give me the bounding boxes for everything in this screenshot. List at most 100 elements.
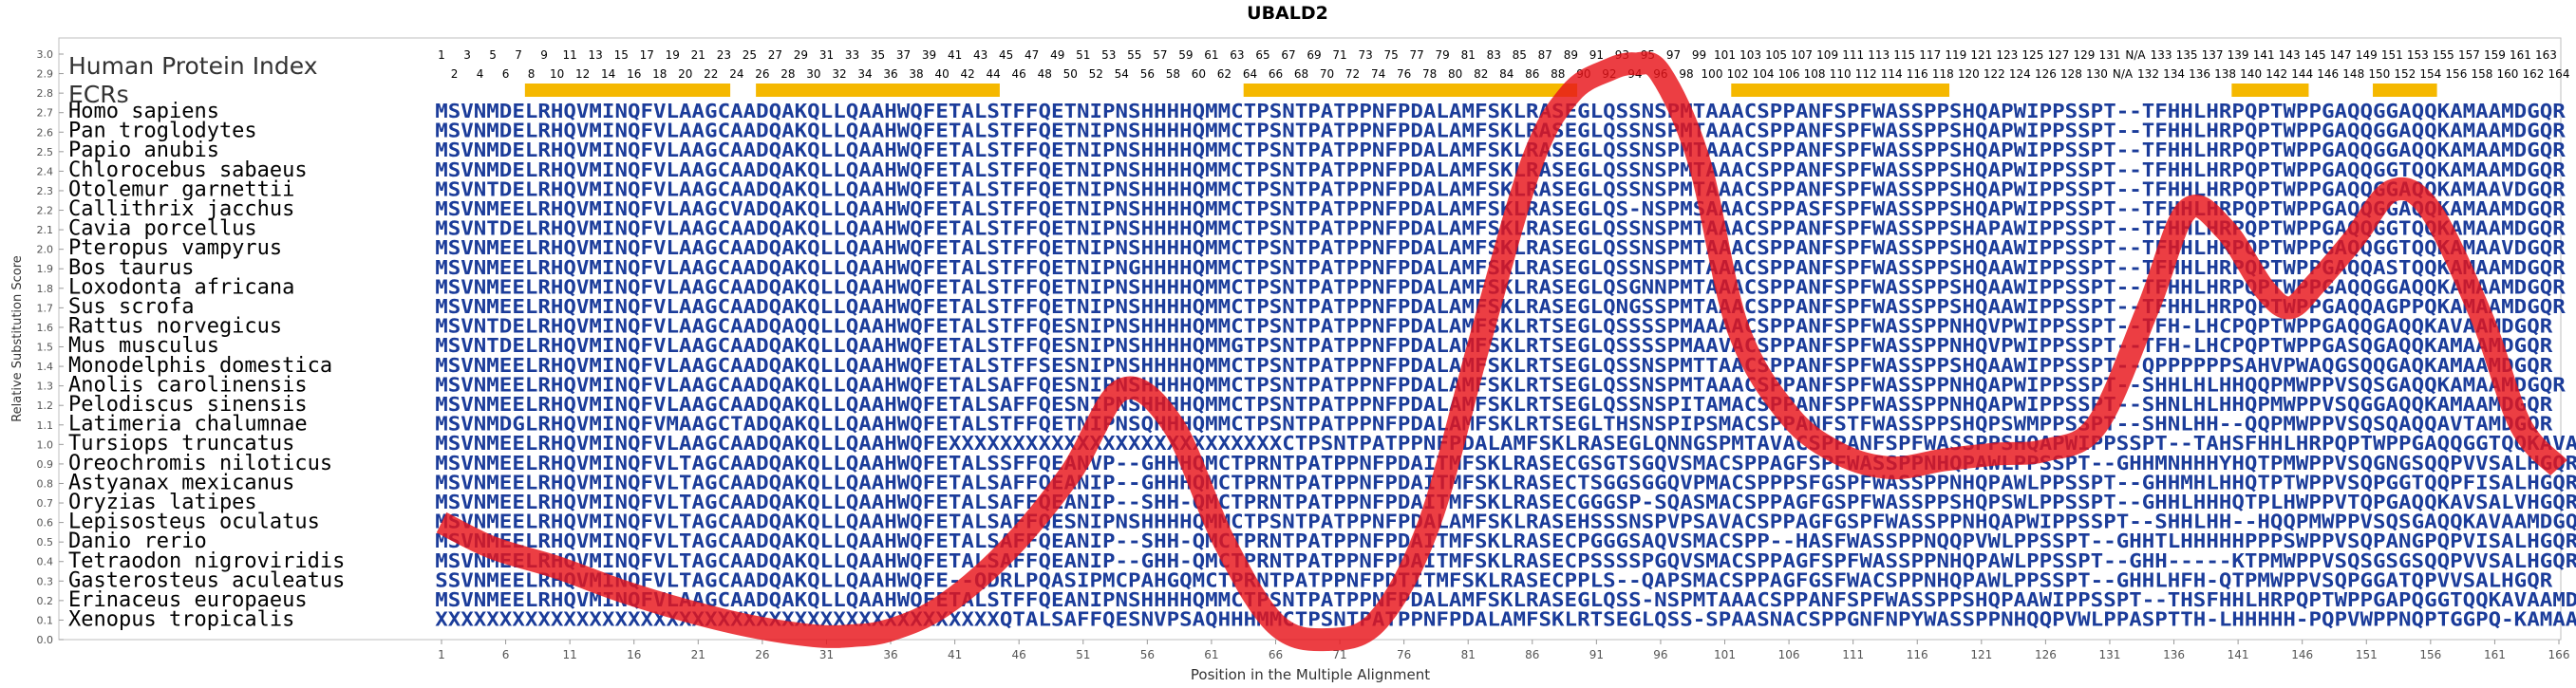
series-point [2288, 307, 2290, 308]
human-index-label: 19 [666, 48, 680, 62]
human-index-label: 87 [1538, 48, 1552, 62]
series-point [1660, 73, 1662, 75]
y-tick-label: 0.2 [37, 595, 54, 607]
species-label: Erinaceus europaeus [68, 588, 308, 612]
series-point [1006, 550, 1007, 552]
series-point [1570, 92, 1571, 94]
human-index-label: 61 [1204, 48, 1218, 62]
human-index-label: 33 [845, 48, 859, 62]
human-index-label: 25 [743, 48, 757, 62]
human-index-label: 2 [451, 67, 459, 81]
x-axis-label: Position in the Multiple Alignment [1191, 666, 1430, 683]
human-index-label: 126 [2035, 67, 2057, 81]
human-index-label: 3 [463, 48, 471, 62]
x-tick-label: 6 [502, 648, 510, 661]
series-line [436, 51, 2567, 652]
y-tick-label: 1.8 [37, 283, 54, 295]
species-label: Oryzias latipes [68, 491, 257, 514]
x-tick-label: 126 [2035, 648, 2057, 661]
series-point [492, 547, 494, 549]
y-tick-label: 0.0 [37, 634, 54, 646]
ecr-bar [2231, 84, 2309, 97]
human-index-label: 116 [1907, 67, 1928, 81]
human-index-label: 60 [1192, 67, 1206, 81]
human-index-label: 123 [1996, 48, 2018, 62]
human-index-label: 41 [948, 48, 962, 62]
human-index-label: 70 [1320, 67, 1334, 81]
human-index-label: 18 [652, 67, 667, 81]
sequence-row: SSVNMEELRHQVMINQFVLTAGCAADQAKQLLQAAHWQFE… [435, 568, 2553, 591]
human-index-label: 72 [1345, 67, 1360, 81]
series-point [1223, 541, 1225, 543]
series-point [1993, 454, 1995, 456]
series-point [851, 635, 853, 637]
human-index-label: 58 [1166, 67, 1180, 81]
human-index-label: 114 [1881, 67, 1903, 81]
human-index-label: 150 [2368, 67, 2390, 81]
series-point [620, 590, 622, 592]
human-index-label: 22 [704, 67, 718, 81]
human-index-label: 85 [1513, 48, 1527, 62]
sequence-row: MSVNMDELRHQVMINQFVLAAGCAADQAKQLLQAAHWQFE… [435, 100, 2567, 122]
human-index-label: 56 [1140, 67, 1155, 81]
human-index-label: N/A [2125, 48, 2146, 62]
human-index-label: 24 [729, 67, 743, 81]
y-tick-label: 1.3 [37, 381, 54, 393]
series-point [1788, 414, 1790, 416]
human-index-label: 6 [502, 67, 510, 81]
x-tick-label: 71 [1332, 648, 1346, 661]
human-index-label: 157 [2458, 48, 2480, 62]
sequence-row: MSVNMEELRHQVMINQFVLTAGCAADQAKQLLQAAHWQFE… [435, 511, 2576, 533]
human-index-label: 163 [2535, 48, 2557, 62]
x-tick-label: 161 [2484, 648, 2506, 661]
series-point [1890, 467, 1892, 469]
x-tick-label: 141 [2228, 648, 2249, 661]
human-index-label: 23 [717, 48, 731, 62]
y-tick-label: 1.7 [37, 302, 54, 314]
sequence-row: MSVNTDELRHQVMINQFVLAAGCAADQAKQLLQAAHWQFE… [435, 177, 2567, 200]
human-index-label: 156 [2445, 67, 2467, 81]
human-index-label: 62 [1217, 67, 1232, 81]
human-index-label: 151 [2381, 48, 2403, 62]
human-index-label: 53 [1101, 48, 1116, 62]
human-index-label: 46 [1012, 67, 1026, 81]
x-tick-label: 11 [563, 648, 577, 661]
human-index-label: 21 [691, 48, 705, 62]
human-index-label: 14 [601, 67, 615, 81]
species-label: Xenopus tropicalis [68, 608, 294, 632]
human-index-label: 43 [973, 48, 987, 62]
y-tick-label: 3.0 [37, 48, 54, 61]
human-index-label: 104 [1753, 67, 1775, 81]
human-index-label: 8 [528, 67, 536, 81]
species-label: Papio anubis [68, 139, 219, 162]
human-index-label: 17 [640, 48, 654, 62]
human-index-label: 149 [2356, 48, 2378, 62]
y-tick-label: 2.2 [37, 205, 54, 217]
legend-ecrs: ECRs [68, 81, 129, 108]
human-index-label: 83 [1487, 48, 1501, 62]
human-index-label: 66 [1269, 67, 1283, 81]
x-tick-label: 46 [1012, 648, 1026, 661]
human-index-label: 121 [1970, 48, 1992, 62]
x-tick-label: 81 [1461, 648, 1476, 661]
series-point [2044, 450, 2046, 452]
species-label: Pelodiscus sinensis [68, 393, 308, 417]
y-tick-label: 0.7 [37, 497, 54, 510]
human-index-label: 105 [1765, 48, 1787, 62]
human-index-label: 128 [2060, 67, 2082, 81]
human-index-label: 12 [575, 67, 590, 81]
human-index-label: 143 [2279, 48, 2301, 62]
human-index-label: 130 [2086, 67, 2108, 81]
species-label: Pteropus vampyrus [68, 236, 282, 260]
species-label: Mus musculus [68, 334, 219, 358]
species-label: Tetraodon nigroviridis [68, 549, 345, 573]
human-index-label: 120 [1958, 67, 1980, 81]
human-index-label: 164 [2548, 67, 2570, 81]
human-index-label: 42 [960, 67, 974, 81]
human-index-label: 144 [2291, 67, 2313, 81]
y-tick-label: 0.6 [37, 517, 54, 530]
human-index-label: 160 [2496, 67, 2518, 81]
human-index-label: 115 [1893, 48, 1915, 62]
